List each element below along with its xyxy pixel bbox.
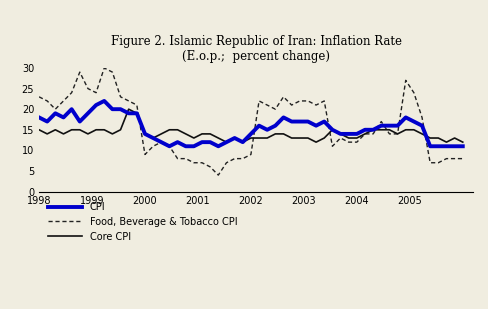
CPI	[329, 128, 335, 132]
Core CPI	[329, 128, 335, 132]
Line: Food, Beverage & Tobacco CPI: Food, Beverage & Tobacco CPI	[39, 68, 463, 175]
CPI	[321, 120, 327, 123]
Core CPI	[224, 140, 229, 144]
Food, Beverage & Tobacco CPI	[378, 120, 384, 123]
Food, Beverage & Tobacco CPI	[215, 173, 221, 177]
CPI	[378, 124, 384, 128]
Core CPI	[321, 136, 327, 140]
Food, Beverage & Tobacco CPI	[158, 140, 164, 144]
Food, Beverage & Tobacco CPI	[321, 99, 327, 103]
Core CPI	[126, 107, 132, 111]
Core CPI	[297, 136, 303, 140]
Title: Figure 2. Islamic Republic of Iran: Inflation Rate
(E.o.p.;  percent change): Figure 2. Islamic Republic of Iran: Infl…	[111, 35, 402, 63]
CPI	[166, 144, 172, 148]
Food, Beverage & Tobacco CPI	[305, 99, 311, 103]
Food, Beverage & Tobacco CPI	[102, 66, 107, 70]
CPI	[460, 144, 466, 148]
Core CPI	[158, 132, 164, 136]
Core CPI	[305, 136, 311, 140]
CPI	[297, 120, 303, 123]
Legend: CPI, Food, Beverage & Tobacco CPI, Core CPI: CPI, Food, Beverage & Tobacco CPI, Core …	[44, 199, 241, 246]
Food, Beverage & Tobacco CPI	[329, 144, 335, 148]
Food, Beverage & Tobacco CPI	[297, 99, 303, 103]
Line: Core CPI: Core CPI	[39, 109, 463, 142]
Line: CPI: CPI	[39, 101, 463, 146]
Food, Beverage & Tobacco CPI	[460, 157, 466, 160]
CPI	[36, 116, 42, 119]
CPI	[102, 99, 107, 103]
CPI	[158, 140, 164, 144]
Core CPI	[460, 140, 466, 144]
Core CPI	[378, 128, 384, 132]
Core CPI	[36, 128, 42, 132]
Food, Beverage & Tobacco CPI	[36, 95, 42, 99]
CPI	[305, 120, 311, 123]
